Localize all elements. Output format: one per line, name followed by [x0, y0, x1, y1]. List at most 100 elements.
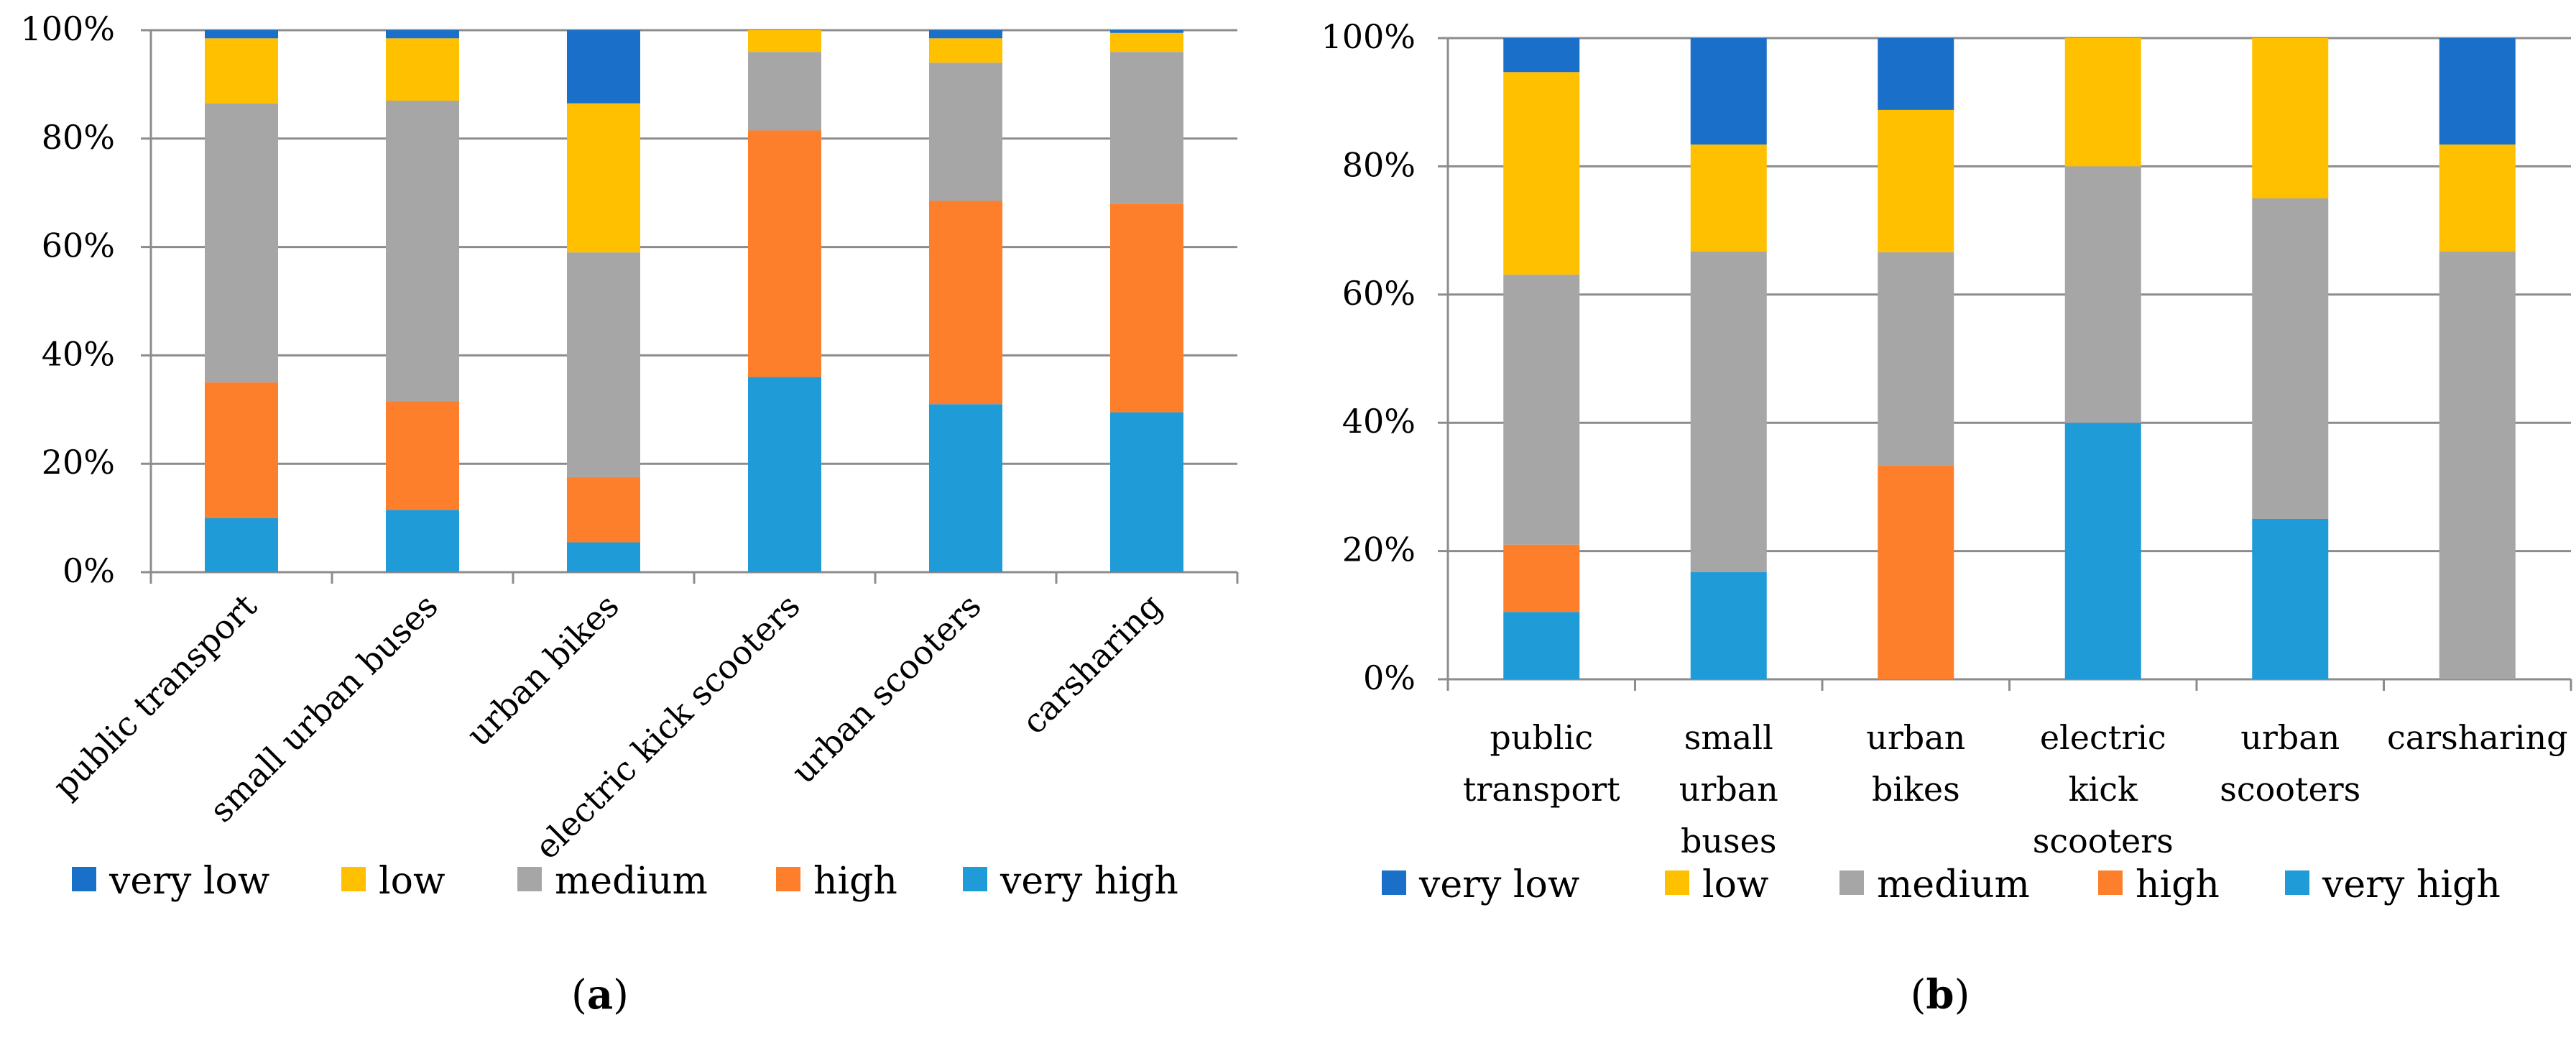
panel-a-bar-public-transport-very-low — [205, 30, 278, 39]
panel-a-legend-label-very-high: very high — [1000, 860, 1178, 903]
panel-a-legend-label-low: low — [379, 860, 445, 903]
panel-a-bar-public-transport-low — [205, 38, 278, 104]
panel-b-x-tick-label-line: kick — [2069, 770, 2138, 809]
panel-b-x-tick-label-line: electric — [2040, 718, 2166, 757]
panel-b-chart: 0% 20% 40% 60% 80% 100% public transport small ur… — [1321, 17, 2572, 1019]
panel-a-bar-carsharing-very-high — [1110, 412, 1183, 572]
panel-b-legend-label-medium: medium — [1877, 863, 2030, 906]
panel-b-legend-swatch-very-high — [2285, 870, 2309, 895]
panel-b-x-tick-label-line: carsharing — [2387, 718, 2568, 757]
panel-b-bar-electric-kick-scooters-low — [2064, 38, 2141, 167]
panel-a-bar-electric-kick-scooters-low — [748, 30, 821, 52]
panel-b-x-tick-label-line: urban — [1866, 718, 1965, 757]
panel-b-bar-public-transport-very-high — [1503, 612, 1580, 679]
panel-a-bar-public-transport-high — [205, 382, 278, 518]
panel-a-legend-swatch-medium — [517, 867, 542, 891]
panel-a-legend-swatch-very-high — [963, 867, 987, 891]
panel-b-x-tick-label-line: transport — [1463, 770, 1620, 809]
panel-b-bar-public-transport-high — [1503, 544, 1580, 612]
panel-b-legend-swatch-low — [1665, 870, 1689, 895]
panel-b-bar-public-transport-low — [1503, 72, 1580, 275]
panel-a-x-tick-label: carsharing — [1015, 587, 1170, 742]
panel-a-bar-urban-bikes-very-low — [567, 30, 640, 104]
panel-a-legend-label-high: high — [813, 860, 897, 903]
panel-a-bar-urban-bikes-high — [567, 477, 640, 543]
panel-a-label-letter: a — [587, 971, 613, 1019]
panel-b-x-tick-label: public transport — [1463, 718, 1620, 809]
panel-b-y-tick-label: 80% — [1342, 145, 1416, 184]
panel-a-bar-urban-scooters-high — [929, 201, 1002, 405]
panel-a-bar-carsharing-medium — [1110, 52, 1183, 204]
panel-b-legend-swatch-very-low — [1382, 870, 1406, 895]
panel-b-legend-label-high: high — [2136, 863, 2220, 906]
panel-b-y-tick-label: 40% — [1342, 402, 1416, 441]
panel-a-y-tick-label: 0% — [63, 551, 115, 590]
panel-a-bar-small-urban-buses-medium — [386, 101, 459, 402]
panel-b-x-tick-label-line: urban — [2240, 718, 2340, 757]
panel-a-bar-small-urban-buses-very-low — [386, 30, 459, 39]
panel-b-x-tick-label-line: small — [1684, 718, 1773, 757]
panel-a-legend-label-medium: medium — [555, 860, 708, 903]
panel-b-bar-small-urban-buses-very-high — [1690, 572, 1767, 679]
panel-b-y-tick-label: 0% — [1363, 658, 1416, 697]
panel-b-legend-label-low: low — [1702, 863, 1768, 906]
panel-a-legend-swatch-very-low — [72, 867, 96, 891]
panel-a-bar-public-transport-medium — [205, 103, 278, 383]
panel-b-bar-small-urban-buses-very-low — [1690, 38, 1767, 145]
panel-b-legend-swatch-high — [2098, 870, 2123, 895]
panel-b-legend-label-very-high: very high — [2322, 863, 2501, 906]
panel-b-bar-urban-scooters-very-high — [2252, 519, 2329, 679]
panel-b-x-tick-label: urban bikes — [1866, 718, 1965, 809]
panel-b-bar-electric-kick-scooters-very-high — [2064, 423, 2141, 679]
panel-b-label-open-paren: ( — [1911, 972, 1926, 1019]
panel-a-y-tick-label: 20% — [42, 443, 115, 482]
panel-b-bar-small-urban-buses-low — [1690, 144, 1767, 252]
panel-a-legend-swatch-low — [341, 867, 366, 891]
panel-a-x-tick-label: urban bikes — [459, 587, 627, 754]
panel-a-y-tick-label: 40% — [42, 334, 115, 373]
panel-b-y-tick-label: 60% — [1342, 274, 1416, 313]
panel-a-legend-label-very-low: very low — [109, 860, 269, 903]
panel-a-bar-urban-bikes-medium — [567, 252, 640, 478]
panel-a-bar-public-transport-very-high — [205, 518, 278, 572]
panel-b-x-tick-label-line: public — [1490, 718, 1593, 757]
panel-a-y-tick-label: 100% — [20, 9, 115, 48]
panel-a-bar-urban-scooters-very-low — [929, 30, 1002, 39]
panel-b-x-tick-label: carsharing — [2387, 718, 2568, 757]
panel-b-x-tick-label-line: buses — [1681, 822, 1777, 860]
panel-b-label-letter: b — [1926, 971, 1954, 1019]
panel-b-bar-carsharing-medium — [2439, 252, 2516, 679]
panel-b-bar-electric-kick-scooters-medium — [2064, 166, 2141, 423]
panel-a-x-tick-label: urban scooters — [784, 587, 989, 791]
panel-b-bar-urban-scooters-medium — [2252, 198, 2329, 519]
panel-b-y-tick-label: 100% — [1321, 17, 1416, 56]
panel-b-bar-small-urban-buses-medium — [1690, 252, 1767, 573]
panel-a-bar-small-urban-buses-very-high — [386, 510, 459, 572]
panel-b-y-tick-label: 20% — [1342, 530, 1416, 569]
panel-b-x-tick-label-line: scooters — [2220, 770, 2360, 809]
panel-b-bar-carsharing-very-low — [2439, 38, 2516, 145]
panel-a-bar-carsharing-high — [1110, 203, 1183, 413]
panel-b-x-tick-label: electric kick scooters — [2033, 718, 2174, 860]
panel-a-chart: 0%20%40%60%80%100%public transportsmall … — [20, 9, 1239, 1019]
panel-a-legend-swatch-high — [776, 867, 800, 891]
panel-a-bar-urban-scooters-medium — [929, 63, 1002, 201]
panel-b-bar-urban-bikes-very-low — [1878, 38, 1954, 110]
panel-b-x-tick-label: urban scooters — [2220, 718, 2360, 809]
panel-a-bar-carsharing-very-low — [1110, 30, 1183, 33]
panel-a-bar-urban-scooters-low — [929, 38, 1002, 63]
panel-b-x-tick-label-line: bikes — [1872, 770, 1960, 809]
panel-a-bar-electric-kick-scooters-medium — [748, 52, 821, 131]
panel-a-bar-urban-bikes-low — [567, 103, 640, 253]
panel-b-x-tick-label: small urban buses — [1679, 718, 1778, 860]
panel-a-bar-small-urban-buses-low — [386, 38, 459, 101]
panel-b-bar-public-transport-very-low — [1503, 38, 1580, 73]
panel-a-bar-electric-kick-scooters-high — [748, 130, 821, 377]
panel-b-bar-urban-bikes-low — [1878, 109, 1954, 252]
panel-b-bar-urban-bikes-medium — [1878, 252, 1954, 466]
panel-b-legend-swatch-medium — [1839, 870, 1864, 895]
panel-b-label: (b) — [1911, 971, 1970, 1019]
panel-b-bar-carsharing-low — [2439, 144, 2516, 252]
panel-a-label-close-paren: ) — [613, 972, 629, 1019]
